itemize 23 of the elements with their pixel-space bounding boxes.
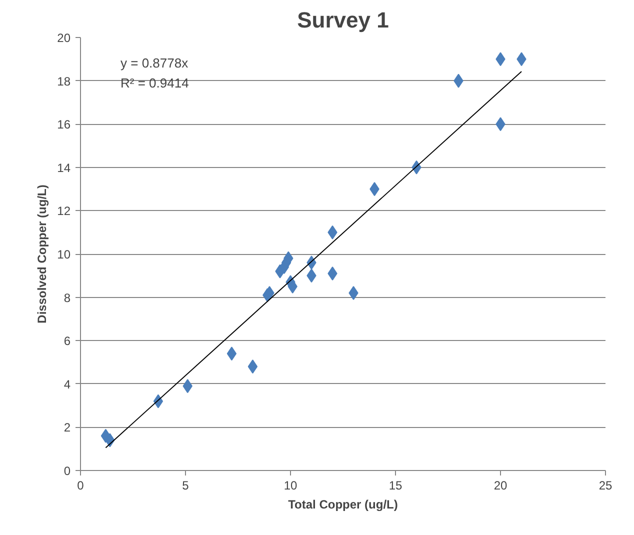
- y-tick-label: 10: [57, 248, 71, 262]
- annotation: y = 0.8778x: [120, 56, 189, 70]
- y-tick-label: 18: [57, 74, 71, 88]
- x-axis-title: Total Copper (ug/L): [288, 498, 398, 512]
- y-tick-label: 6: [64, 334, 71, 348]
- y-tick-label: 8: [64, 290, 71, 305]
- point: [226, 346, 237, 361]
- x-tick-label: 20: [494, 478, 508, 492]
- point: [248, 360, 258, 374]
- x-tick-label: 10: [284, 478, 298, 492]
- chart-title: Survey 1: [297, 8, 389, 32]
- y-tick-label: 2: [64, 420, 71, 435]
- x-tick-label: 15: [388, 478, 402, 492]
- y-axis-title: Dissolved Copper (ug/L): [35, 184, 50, 324]
- x-tick-label: 0: [77, 478, 84, 492]
- x-tick-label: 25: [598, 478, 612, 492]
- y-tick-label: 4: [64, 377, 71, 392]
- x-tick-label: 5: [182, 478, 190, 492]
- y-tick-label: 16: [57, 118, 71, 132]
- y-tick-label: 20: [57, 31, 71, 45]
- y-tick-label: 12: [57, 204, 71, 218]
- y-tick-label: 0: [64, 464, 71, 478]
- y-tick-label: 14: [57, 160, 71, 175]
